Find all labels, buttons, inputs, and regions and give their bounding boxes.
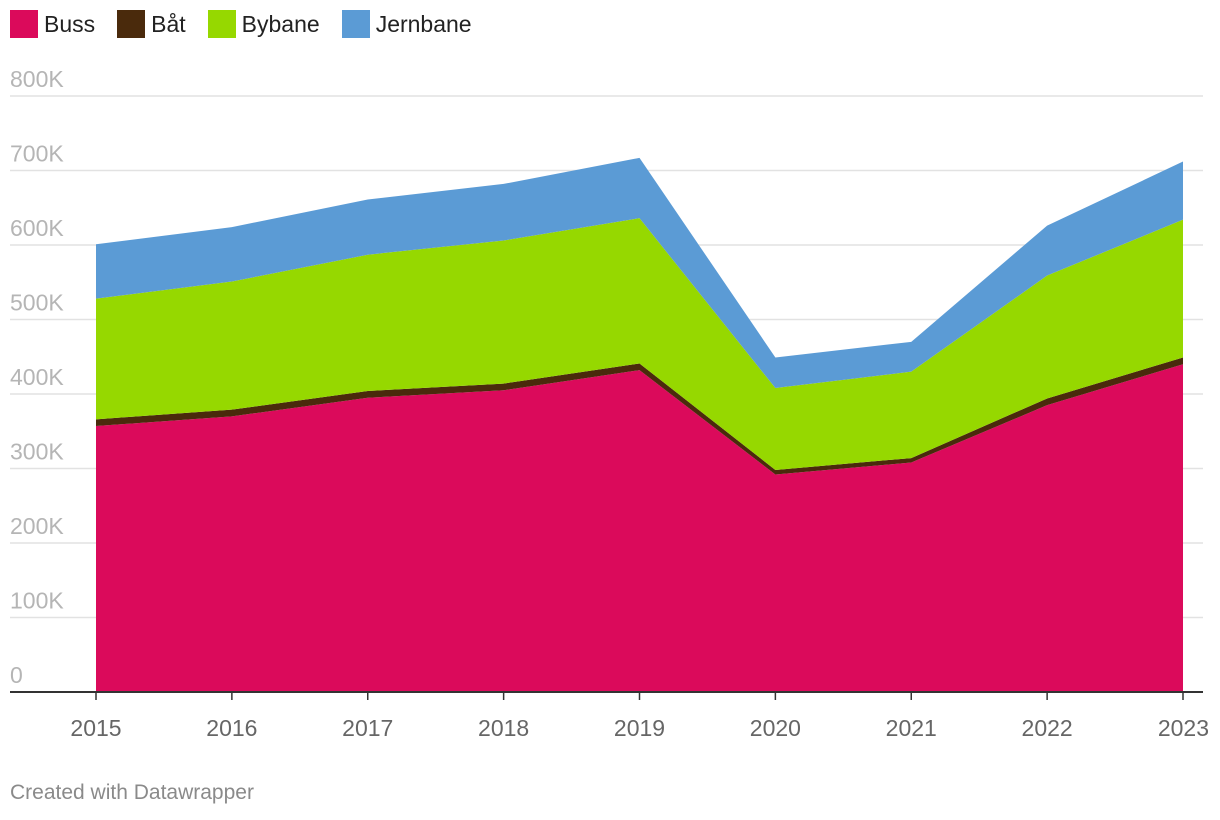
legend-swatch-jernbane — [341, 10, 370, 38]
area-buss — [96, 364, 1183, 692]
x-tick-label: 2021 — [886, 715, 937, 741]
y-tick-label: 0 — [10, 662, 23, 688]
x-tick-label: 2018 — [478, 715, 529, 741]
legend-label-bybane: Bybane — [241, 10, 320, 37]
legend-label-buss: Buss — [44, 10, 96, 37]
area-bybane — [96, 218, 1183, 470]
x-tick-label: 2019 — [614, 715, 665, 741]
y-tick-label: 700K — [10, 141, 64, 167]
x-tick-label: 2022 — [1022, 715, 1073, 741]
x-tick-label: 2023 — [1158, 715, 1209, 741]
y-tick-label: 600K — [10, 215, 64, 241]
y-tick-label: 200K — [10, 513, 64, 539]
x-tick-label: 2020 — [750, 715, 801, 741]
legend-swatch-buss — [10, 10, 38, 38]
legend-item-buss: Buss — [10, 10, 95, 38]
datawrapper-credit: Created with Datawrapper — [10, 781, 254, 804]
area-jernbane — [96, 157, 1183, 389]
y-tick-label: 100K — [10, 588, 64, 614]
x-tick-label: 2015 — [70, 715, 121, 741]
x-tick-label: 2017 — [342, 715, 393, 741]
legend-label-bat: Båt — [151, 10, 186, 37]
y-tick-label: 800K — [10, 66, 64, 92]
legend-label-jernbane: Jernbane — [375, 10, 472, 37]
legend-item-bat: Båt — [117, 10, 186, 38]
legend-item-bybane: Bybane — [207, 10, 320, 38]
chart-legend: Buss Båt Bybane Jernbane — [10, 10, 494, 38]
legend-swatch-bat — [117, 10, 146, 38]
y-tick-label: 500K — [10, 290, 64, 316]
legend-swatch-bybane — [207, 10, 236, 38]
y-tick-label: 300K — [10, 439, 64, 465]
x-tick-label: 2016 — [206, 715, 257, 741]
y-tick-label: 400K — [10, 364, 64, 390]
legend-item-jernbane: Jernbane — [341, 10, 472, 38]
